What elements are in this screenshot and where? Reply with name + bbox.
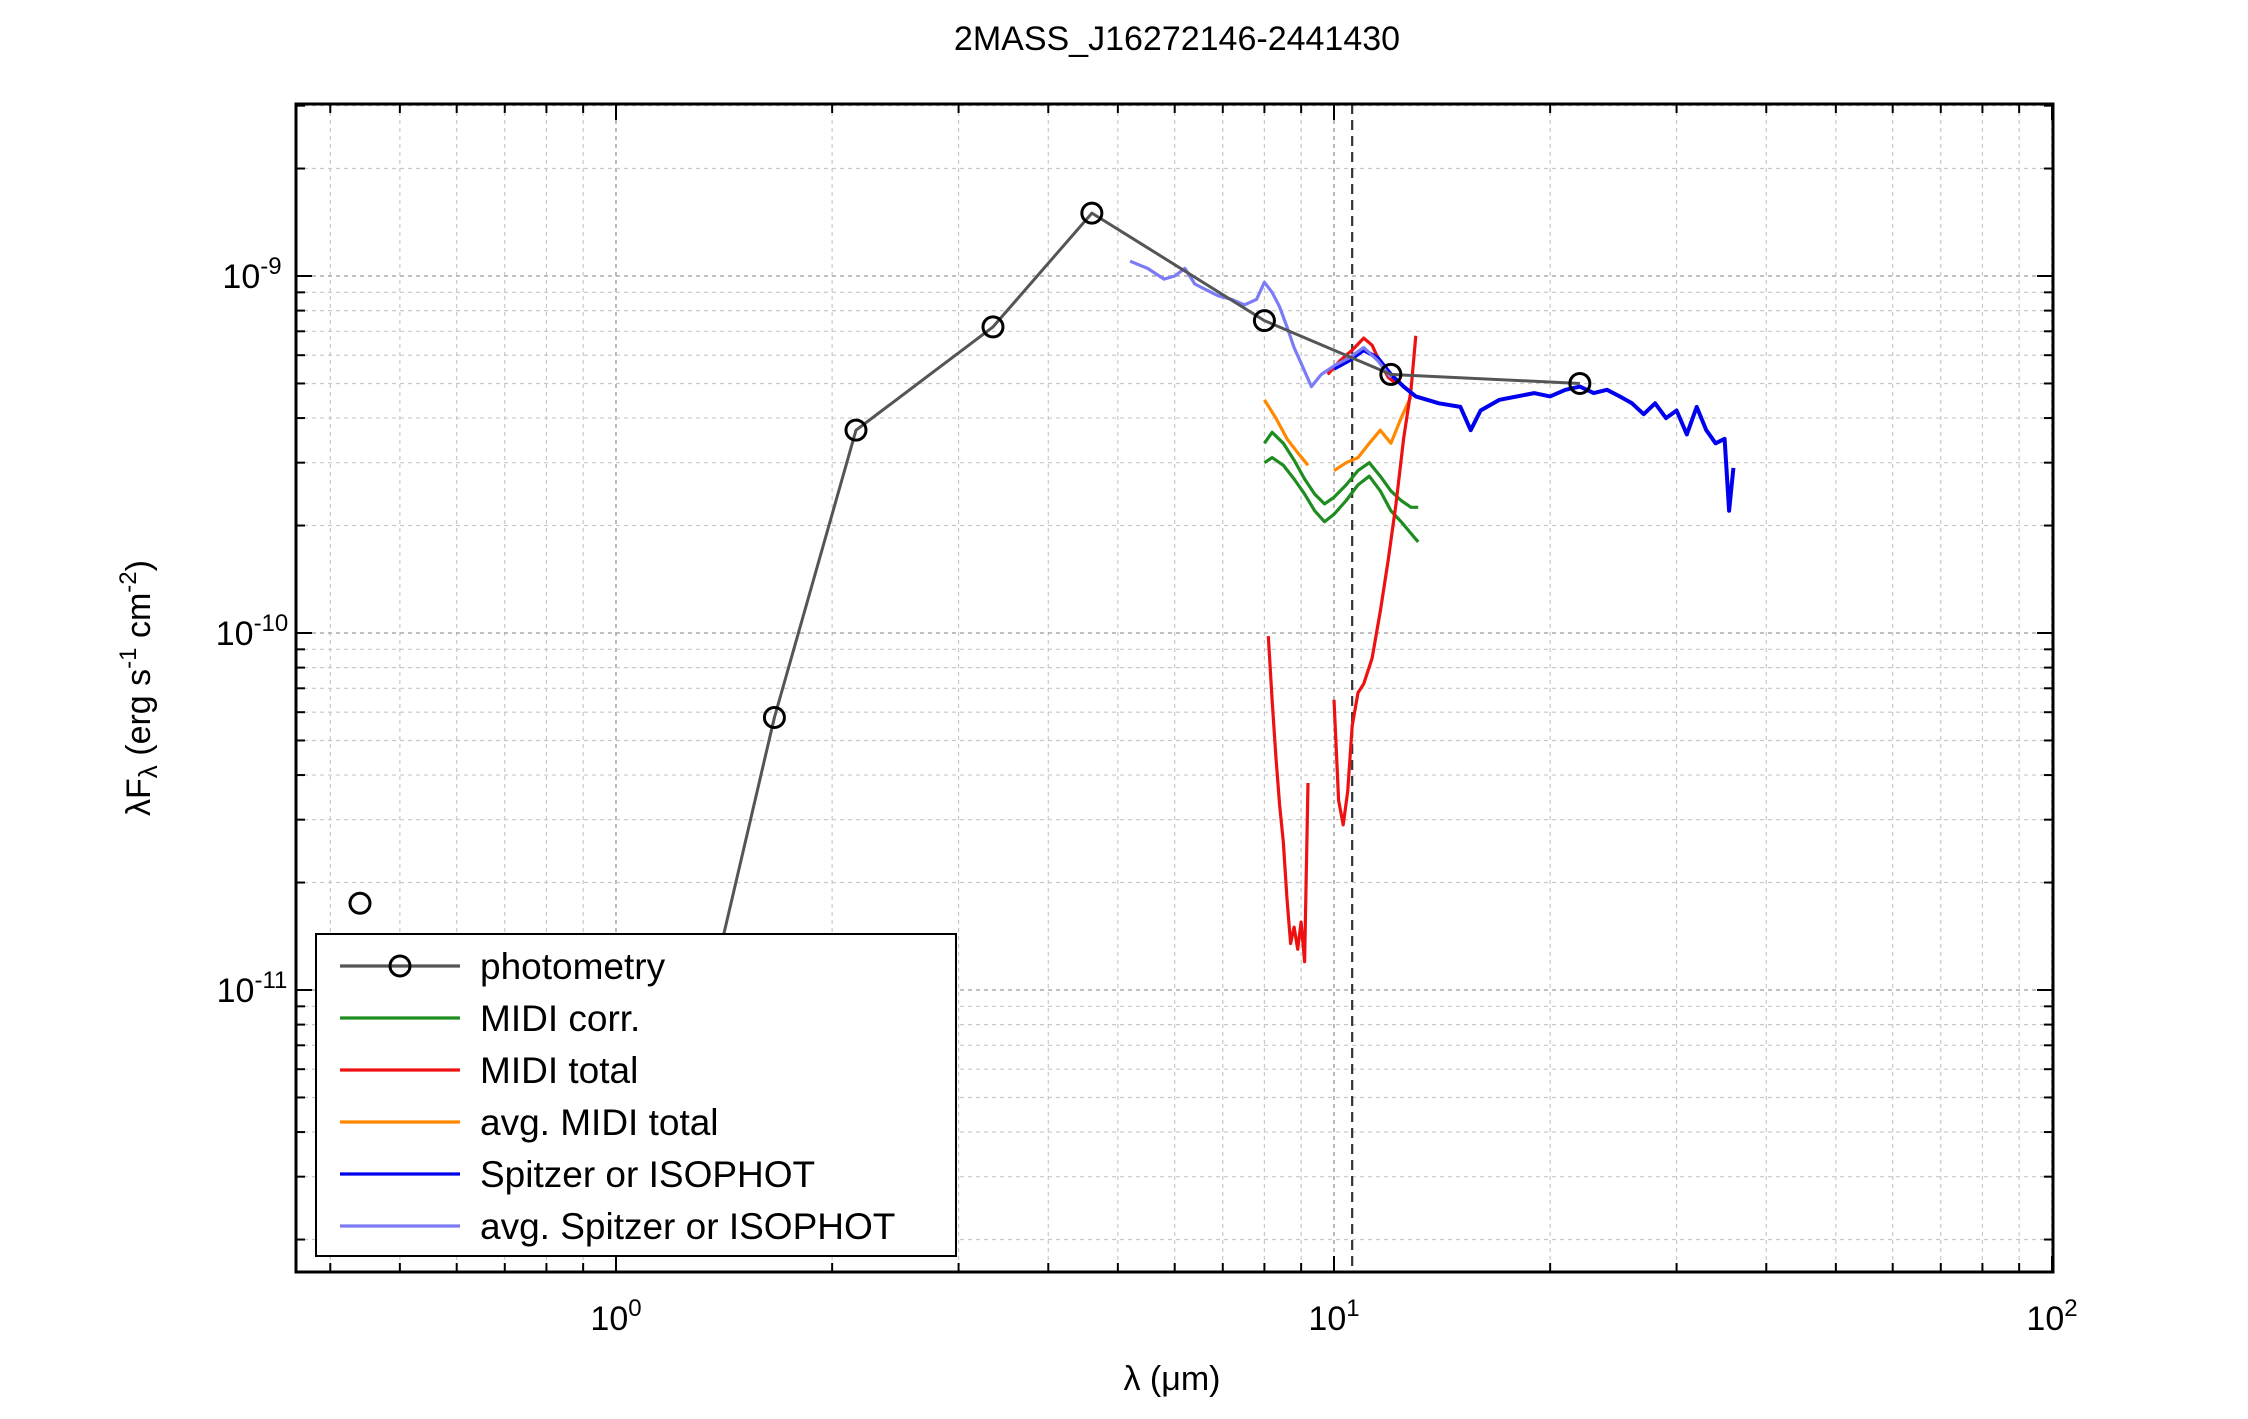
legend-label: MIDI total [480, 1050, 638, 1091]
y-tick-label: 10-10 [216, 610, 289, 653]
legend-box [315, 933, 957, 1257]
plot-area [348, 104, 1736, 1272]
y-axis-label: λFλ (erg s-1 cm-2) [115, 560, 163, 816]
legend-marker [388, 954, 412, 978]
avg-midi-total-line [1333, 395, 1413, 472]
y-tick-label: 10-9 [222, 253, 281, 296]
x-tick-label: 102 [2026, 1295, 2077, 1338]
chart-title: 2MASS_J16272146-2441430 [954, 20, 1400, 58]
midi-total-line [1326, 336, 1397, 385]
legend-label: photometry [480, 946, 666, 987]
photometry-point [1379, 362, 1403, 386]
legend-label: avg. MIDI total [480, 1102, 719, 1143]
photometry-point [1080, 201, 1104, 225]
photometry-point [1568, 371, 1592, 395]
grid [296, 104, 2053, 1272]
legend-label: MIDI corr. [480, 998, 640, 1039]
legend: photometry MIDI corr. MIDI total avg. MIDI … [315, 933, 957, 1257]
photometry-point [1252, 309, 1276, 333]
avg-midi-total-line [1263, 398, 1310, 467]
photometry-point [844, 418, 868, 442]
legend-label: avg. Spitzer or ISOPHOT [480, 1206, 895, 1247]
midi-total-line [1266, 636, 1310, 964]
legend-label: Spitzer or ISOPHOT [480, 1154, 815, 1195]
x-tick-label: 101 [1308, 1295, 1359, 1338]
y-tick-label: 10-11 [217, 967, 288, 1010]
photometry-point [981, 315, 1005, 339]
y-tick-labels: 10-9 10-10 10-11 [216, 253, 289, 1010]
photometry-point [348, 891, 372, 915]
photometry-line [680, 211, 1580, 1115]
midi-corr-line [1263, 456, 1420, 543]
x-axis-label: λ (μm) [1123, 1360, 1220, 1398]
x-tick-label: 100 [590, 1295, 641, 1338]
axes-frame [294, 102, 2055, 1274]
x-tick-labels: 100 101 102 [590, 1295, 2077, 1338]
midi-total-line [1332, 335, 1418, 827]
photometry-point [762, 705, 786, 729]
